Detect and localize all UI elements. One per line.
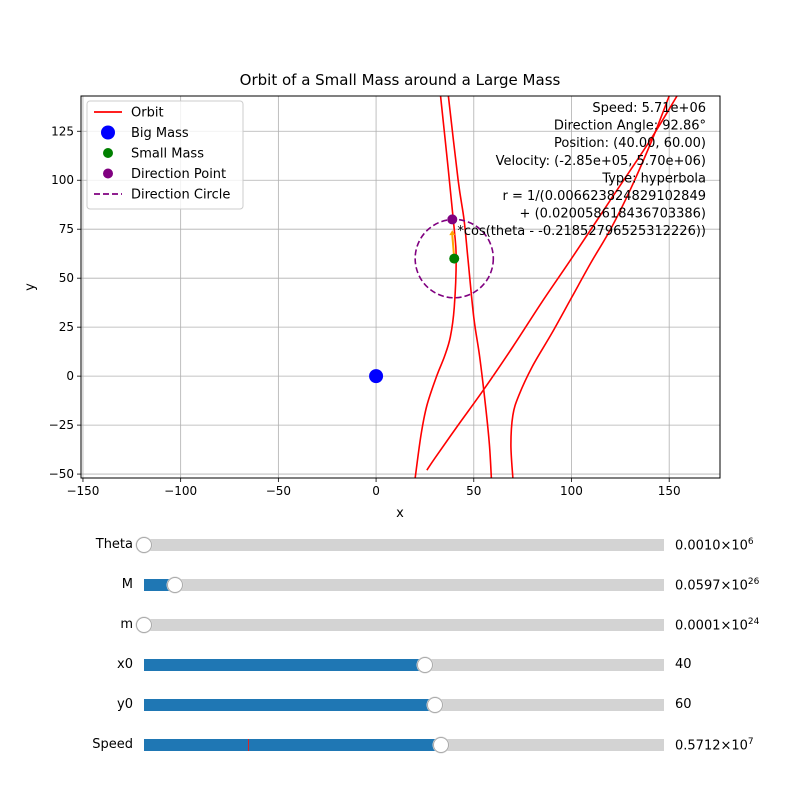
slider-initial-marker xyxy=(248,739,249,751)
slider-track[interactable] xyxy=(144,577,664,593)
legend-box xyxy=(86,100,244,210)
y-tick-label: 75 xyxy=(59,222,74,236)
plot-frame xyxy=(80,95,721,479)
orbit-line xyxy=(447,96,493,478)
slider-track[interactable] xyxy=(136,617,664,633)
slider-value: 0.0001×1024 xyxy=(675,617,759,633)
orbit-line xyxy=(510,96,670,478)
small-mass-marker xyxy=(449,253,460,264)
x-tick-label: 50 xyxy=(466,484,481,498)
slider-label: Theta xyxy=(95,537,133,552)
slider-theta: Theta 0.0010×106 xyxy=(0,533,799,557)
y-tick-label: −25 xyxy=(49,418,74,432)
direction-point-marker xyxy=(447,214,458,225)
orbit-info-text: Speed: 5.71e+06 Direction Angle: 92.86° Po… xyxy=(457,101,706,239)
info-line: Position: (40.00, 60.00) xyxy=(554,136,706,151)
slider-handle[interactable] xyxy=(167,577,184,593)
slider-value-mantissa: 0.5712×10 xyxy=(675,738,748,754)
slider-label: y0 xyxy=(117,697,133,712)
slider-fill xyxy=(144,659,425,671)
y-tick-label: −50 xyxy=(49,467,74,481)
slider-track[interactable] xyxy=(144,657,664,673)
slider-value: 0.5712×107 xyxy=(675,737,754,753)
info-line: Velocity: (-2.85e+05, 5.70e+06) xyxy=(496,154,706,169)
slider-value-exponent: 26 xyxy=(747,577,760,587)
slider-label: M xyxy=(121,577,133,592)
x-tick-label: 0 xyxy=(372,484,380,498)
y-tick-label: 25 xyxy=(59,320,74,334)
velocity-arrow-head xyxy=(449,230,456,236)
info-line: Direction Angle: 92.86° xyxy=(554,119,706,134)
orbit-line xyxy=(414,96,457,478)
y-tick-label: 0 xyxy=(66,369,74,383)
legend: Orbit Big Mass Small Mass Direction Point Di… xyxy=(86,100,244,210)
legend-label: Small Mass xyxy=(131,147,204,162)
info-line: Type: hyperbola xyxy=(601,171,706,186)
x-tick-label: 100 xyxy=(560,484,583,498)
slider-value-mantissa: 0.0010×10 xyxy=(675,538,748,554)
x-tick-label: −100 xyxy=(164,484,197,498)
slider-y0: y0 60 xyxy=(0,693,799,717)
slider-value: 60 xyxy=(675,697,692,712)
slider-label: Speed xyxy=(92,737,133,752)
slider-value-mantissa: 0.0001×10 xyxy=(675,618,748,634)
slider-handle[interactable] xyxy=(136,617,152,633)
y-tick-label: 100 xyxy=(51,173,74,187)
slider-label: x0 xyxy=(117,657,133,672)
grid-lines xyxy=(81,96,720,478)
slider-handle[interactable] xyxy=(432,737,449,753)
legend-label: Big Mass xyxy=(131,126,189,141)
info-line: Speed: 5.71e+06 xyxy=(592,101,706,116)
x-tick-label: −150 xyxy=(66,484,99,498)
chart-title: Orbit of a Small Mass around a Large Mas… xyxy=(240,71,561,89)
slider-handle[interactable] xyxy=(416,657,433,673)
slider-speed: Speed 0.5712×107 xyxy=(0,733,799,757)
slider-value: 0.0597×1026 xyxy=(675,577,759,593)
slider-track[interactable] xyxy=(144,697,664,713)
slider-value-exponent: 7 xyxy=(747,737,754,747)
legend-key-small-mass xyxy=(103,148,113,158)
slider-track[interactable] xyxy=(136,537,664,553)
info-line: *cos(theta - -0.21852796525312226)) xyxy=(457,224,706,239)
slider-fill xyxy=(144,699,436,711)
slider-fill xyxy=(144,739,441,751)
legend-key-big-mass xyxy=(101,125,115,140)
legend-label: Direction Point xyxy=(131,167,226,182)
slider-value: 0.0010×106 xyxy=(675,537,754,553)
legend-label: Orbit xyxy=(131,106,164,121)
x-tick-label: 150 xyxy=(658,484,681,498)
slider-label: m xyxy=(120,617,133,632)
big-mass-marker xyxy=(369,369,384,384)
info-line: + (0.020058618436703386) xyxy=(520,207,706,222)
slider-track[interactable] xyxy=(144,737,664,753)
slider-handle[interactable] xyxy=(427,697,444,713)
slider-handle[interactable] xyxy=(136,537,152,553)
slider-x0: x0 40 xyxy=(0,653,799,677)
slider-value-mantissa: 0.0597×10 xyxy=(675,578,748,594)
legend-key-direction-point xyxy=(103,168,113,179)
slider-value: 40 xyxy=(675,657,692,672)
y-axis-label: y xyxy=(23,283,38,291)
orbit-chart: Orbit of a Small Mass around a Large Mas… xyxy=(23,71,721,521)
x-axis-label: x xyxy=(396,506,404,521)
markers xyxy=(369,214,460,384)
orbit-line xyxy=(426,96,678,471)
legend-label: Direction Circle xyxy=(131,188,230,203)
orbit-curves xyxy=(414,96,678,478)
x-tick-label: −50 xyxy=(266,484,291,498)
y-tick-label: 50 xyxy=(59,271,74,285)
slider-value-exponent: 6 xyxy=(747,537,754,547)
info-line: r = 1/(0.006623824829102849 xyxy=(502,189,706,204)
slider-m: m 0.0001×1024 xyxy=(0,613,799,637)
slider-value-exponent: 24 xyxy=(747,617,760,627)
y-tick-label: 125 xyxy=(51,124,74,138)
axis-ticks: −150 −100 −50 0 50 100 150 −50 −25 0 25 50 75 100 125 xyxy=(49,124,681,498)
slider-m: M 0.0597×1026 xyxy=(0,573,799,597)
